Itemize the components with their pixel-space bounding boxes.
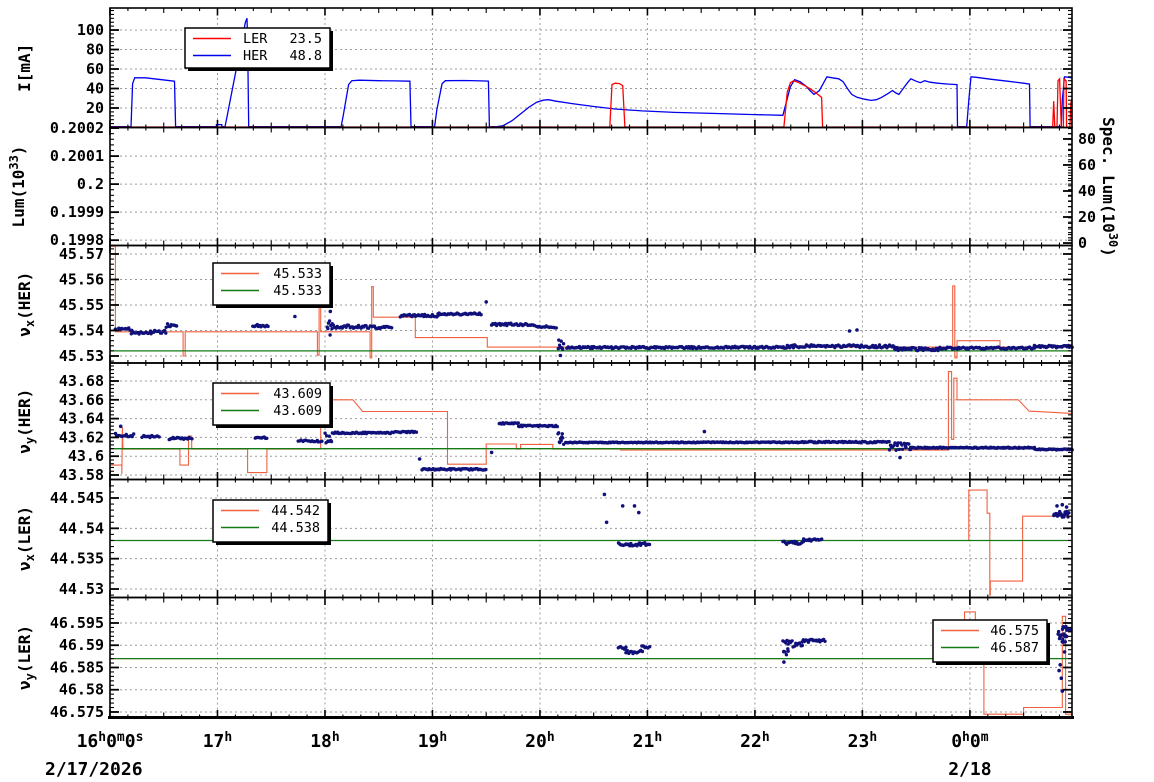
x-tick-label: 18h	[310, 730, 340, 752]
y-tick-label: 46.585	[50, 658, 104, 676]
x-tick-label: 16h0m0s	[77, 730, 144, 752]
legend-series-label: LER	[243, 31, 268, 47]
y-tick-label: 45.54	[59, 321, 104, 339]
series-nuy-ler-measured	[616, 624, 1073, 693]
y-axis-title-luminosity: Lum(1033)	[7, 146, 28, 228]
x-tick-label: 21h	[633, 730, 663, 752]
y-tick-label: 46.595	[50, 614, 104, 632]
x-tick-label: 22h	[740, 730, 770, 752]
y-axis-title-current: I[mA]	[15, 44, 34, 92]
legend-value: 43.609	[273, 403, 322, 419]
y-axis-title-nux-her: νx(HER)	[15, 272, 37, 337]
y-tick-label: 46.575	[50, 703, 104, 721]
legend-value: 44.542	[271, 503, 320, 519]
series-nuy-her-measured	[113, 421, 1074, 472]
legend-value: 44.538	[271, 520, 320, 536]
legend-current: LER 23.5 HER 48.8	[184, 27, 333, 71]
y-tick-label: 46.58	[59, 681, 104, 699]
y-tick-label: 0.1998	[50, 231, 104, 249]
y-tick-label: 44.545	[50, 489, 104, 507]
y-tick-label: 43.64	[59, 410, 104, 428]
y-tick-label: 60	[86, 60, 104, 78]
y-tick-label: 40	[86, 80, 104, 98]
y-tick-label: 44.54	[59, 519, 104, 537]
right-y-tick-label: 40	[1078, 182, 1096, 200]
y-tick-label: 45.56	[59, 270, 104, 288]
y-tick-label: 43.6	[68, 447, 104, 465]
y-tick-label: 0.2	[77, 175, 104, 193]
legend-value: 43.609	[273, 386, 322, 402]
y-tick-label: 45.53	[59, 347, 104, 365]
y-tick-label: 0.2002	[50, 119, 104, 137]
legend-value: 23.5	[289, 31, 322, 47]
x-tick-label: 17h	[203, 730, 233, 752]
right-y-tick-label: 60	[1078, 156, 1096, 174]
legend-value: 48.8	[289, 48, 322, 64]
series-nux-ler-measured	[602, 492, 1071, 548]
x-tick-label: 20h	[525, 730, 555, 752]
right-y-tick-label: 20	[1078, 208, 1096, 226]
x-tick-label: 19h	[418, 730, 448, 752]
y-axis-title-nuy-her: νy(HER)	[15, 389, 37, 454]
y-tick-label: 43.58	[59, 466, 104, 484]
legend-value: 45.533	[273, 283, 322, 299]
y-tick-label: 44.53	[59, 580, 104, 598]
series-nuy-her-set	[110, 371, 1073, 475]
y-tick-label: 20	[86, 99, 104, 117]
right-y-tick-label: 80	[1078, 130, 1096, 148]
panel-luminosity: 0.2002 0.2001 0.2 0.1999 0.1998 0 20 40 60 80 Lum(…	[7, 119, 1096, 252]
y-tick-label: 80	[86, 41, 104, 59]
date-left: 2/17/2026	[45, 759, 143, 780]
right-axis-title: Spec. Lum(1030)	[1099, 117, 1120, 257]
legend-value: 46.587	[990, 640, 1039, 656]
series-nux-her-set	[110, 245, 1072, 359]
y-tick-label: 43.68	[59, 372, 104, 390]
x-tick-label: 0h0m	[951, 730, 989, 752]
legend-value: 45.533	[273, 266, 322, 282]
series-ler-current	[110, 77, 1073, 128]
y-tick-label: 43.66	[59, 391, 104, 409]
date-right: 2/18	[948, 759, 991, 780]
y-tick-label: 0.1999	[50, 203, 104, 221]
series-nux-her-measured	[113, 300, 1074, 358]
y-tick-label: 46.59	[59, 636, 104, 654]
y-tick-label: 0.2001	[50, 147, 104, 165]
series-nuy-ler-set	[110, 611, 1072, 715]
legend-series-label: HER	[243, 48, 268, 64]
y-axis-title-nux-ler: νx(LER)	[15, 506, 37, 571]
right-y-tick-label: 0	[1078, 234, 1087, 252]
legend-value: 46.575	[990, 623, 1039, 639]
y-tick-label: 45.55	[59, 296, 104, 314]
y-tick-label: 100	[77, 21, 104, 39]
y-tick-label: 44.535	[50, 550, 104, 568]
series-nux-ler-set	[110, 489, 1072, 596]
y-tick-label: 43.62	[59, 428, 104, 446]
x-tick-label: 23h	[848, 730, 878, 752]
y-tick-label: 45.57	[59, 245, 104, 263]
y-axis-title-nuy-ler: νy(LER)	[15, 625, 37, 690]
